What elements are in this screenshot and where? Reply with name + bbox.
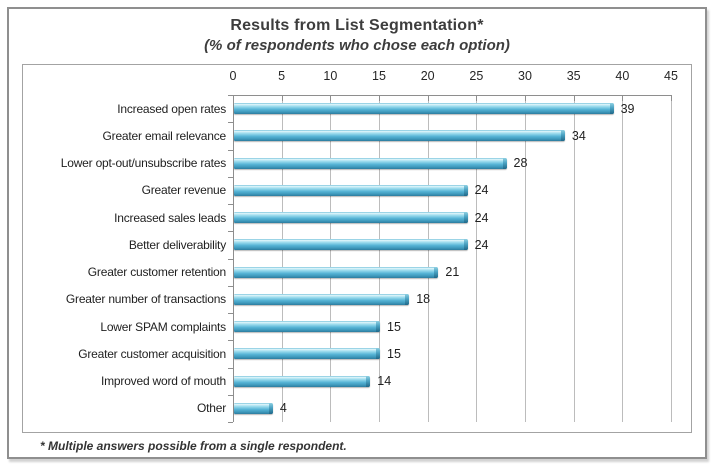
x-axis-tick-label: 15 <box>372 69 386 83</box>
value-label: 24 <box>474 183 489 198</box>
value-label: 18 <box>416 292 431 307</box>
category-axis-tick <box>228 231 233 233</box>
x-axis-tick <box>281 95 283 101</box>
x-axis-tick-label: 0 <box>229 69 237 83</box>
value-label: 15 <box>387 319 401 334</box>
category-axis-tick <box>228 258 233 260</box>
x-axis-tick-label: 35 <box>566 69 581 83</box>
category-label: Lower opt-out/unsubscribe rates <box>60 156 226 171</box>
gridline <box>525 95 526 422</box>
category-label: Greater email relevance <box>102 128 227 143</box>
category-axis-tick <box>228 204 233 205</box>
x-axis-tick <box>330 95 332 101</box>
chart-frame: Results from List Segmentation* (% of re… <box>7 7 707 459</box>
value-label: 39 <box>620 101 635 116</box>
x-axis-tick-label: 25 <box>469 69 484 83</box>
category-label: Greater revenue <box>141 183 227 198</box>
category-label: Greater customer acquisition <box>78 346 226 361</box>
gridline <box>573 95 575 422</box>
bar <box>234 321 380 333</box>
x-axis-line <box>233 95 672 96</box>
value-label: 15 <box>387 346 401 361</box>
x-axis-tick <box>379 95 380 101</box>
gridline <box>281 95 283 422</box>
category-label: Increased open rates <box>117 101 226 116</box>
category-axis-tick <box>228 313 233 314</box>
category-label: Greater number of transactions <box>65 292 226 307</box>
value-label: 24 <box>474 237 489 252</box>
value-label: 28 <box>513 156 528 171</box>
gridline <box>671 95 672 422</box>
category-axis-tick <box>228 367 233 369</box>
value-label: 34 <box>571 128 586 143</box>
x-axis-tick <box>525 95 526 101</box>
gridline <box>622 95 624 422</box>
x-axis-tick-label: 10 <box>323 69 338 83</box>
category-axis-tick <box>228 340 233 342</box>
x-axis-tick-label: 40 <box>615 69 630 83</box>
bar <box>234 348 380 360</box>
category-label: Other <box>196 401 226 416</box>
value-label: 14 <box>377 374 392 389</box>
value-label: 24 <box>474 210 489 225</box>
chart-subtitle: (% of respondents who chose each option) <box>204 37 510 54</box>
category-axis-tick <box>228 394 233 396</box>
x-axis-tick <box>427 95 429 101</box>
x-axis-tick <box>573 95 575 101</box>
bar <box>234 184 468 196</box>
category-axis-tick <box>228 149 233 151</box>
category-axis-tick <box>228 285 233 287</box>
gridline <box>379 95 380 422</box>
gridline <box>330 95 332 422</box>
x-axis-tick <box>622 95 624 101</box>
category-axis-tick <box>228 422 233 423</box>
bar <box>234 239 468 251</box>
chart-title: Results from List Segmentation* <box>230 17 484 34</box>
x-axis-tick-label: 5 <box>278 69 286 83</box>
category-axis-tick <box>228 176 233 178</box>
value-label: 21 <box>445 265 460 280</box>
category-label: Lower SPAM complaints <box>100 319 226 334</box>
chart-footnote: * Multiple answers possible from a singl… <box>40 439 347 453</box>
x-axis-tick-label: 20 <box>420 69 435 83</box>
category-label: Increased sales leads <box>114 210 226 225</box>
bar <box>234 266 439 278</box>
gridline <box>427 95 429 422</box>
bar <box>234 157 507 169</box>
bar <box>234 293 410 305</box>
bar <box>234 212 468 224</box>
x-axis-tick-label: 30 <box>518 69 532 83</box>
value-label: 4 <box>279 401 287 416</box>
gridline <box>476 95 478 422</box>
x-axis-tick <box>671 95 672 101</box>
category-label: Greater customer retention <box>87 265 226 280</box>
x-axis-tick <box>476 95 478 101</box>
bar <box>234 375 371 387</box>
category-axis-tick <box>228 95 233 96</box>
bar <box>234 103 614 115</box>
category-axis-tick <box>228 122 233 124</box>
category-label: Better deliverability <box>128 237 226 252</box>
category-label: Improved word of mouth <box>101 374 226 389</box>
x-axis-tick-label: 45 <box>664 69 678 83</box>
plot-area: 0 5 10 15 20 25 30 35 40 45 Increased open rates 39… <box>22 64 692 433</box>
bar <box>234 402 273 414</box>
category-axis-line <box>233 95 234 422</box>
bar <box>234 130 565 142</box>
